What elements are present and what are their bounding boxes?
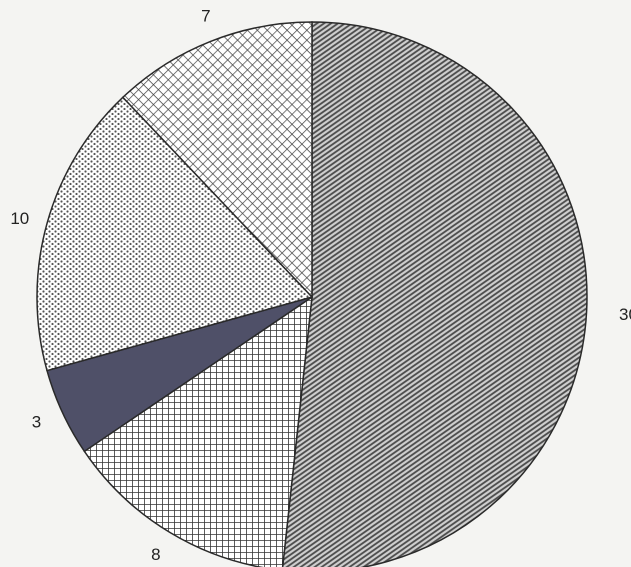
slice-label-7: 7 bbox=[201, 7, 210, 26]
slice-label-30: 30 bbox=[619, 305, 631, 324]
pie-slice-8 bbox=[83, 295, 313, 567]
pie-slice-30 bbox=[281, 21, 588, 567]
pie-slice-7 bbox=[121, 21, 313, 299]
slice-label-3: 3 bbox=[32, 413, 41, 432]
pie-slice-10 bbox=[36, 96, 314, 372]
slice-label-8: 8 bbox=[151, 545, 160, 564]
slice-label-10: 10 bbox=[10, 209, 29, 228]
